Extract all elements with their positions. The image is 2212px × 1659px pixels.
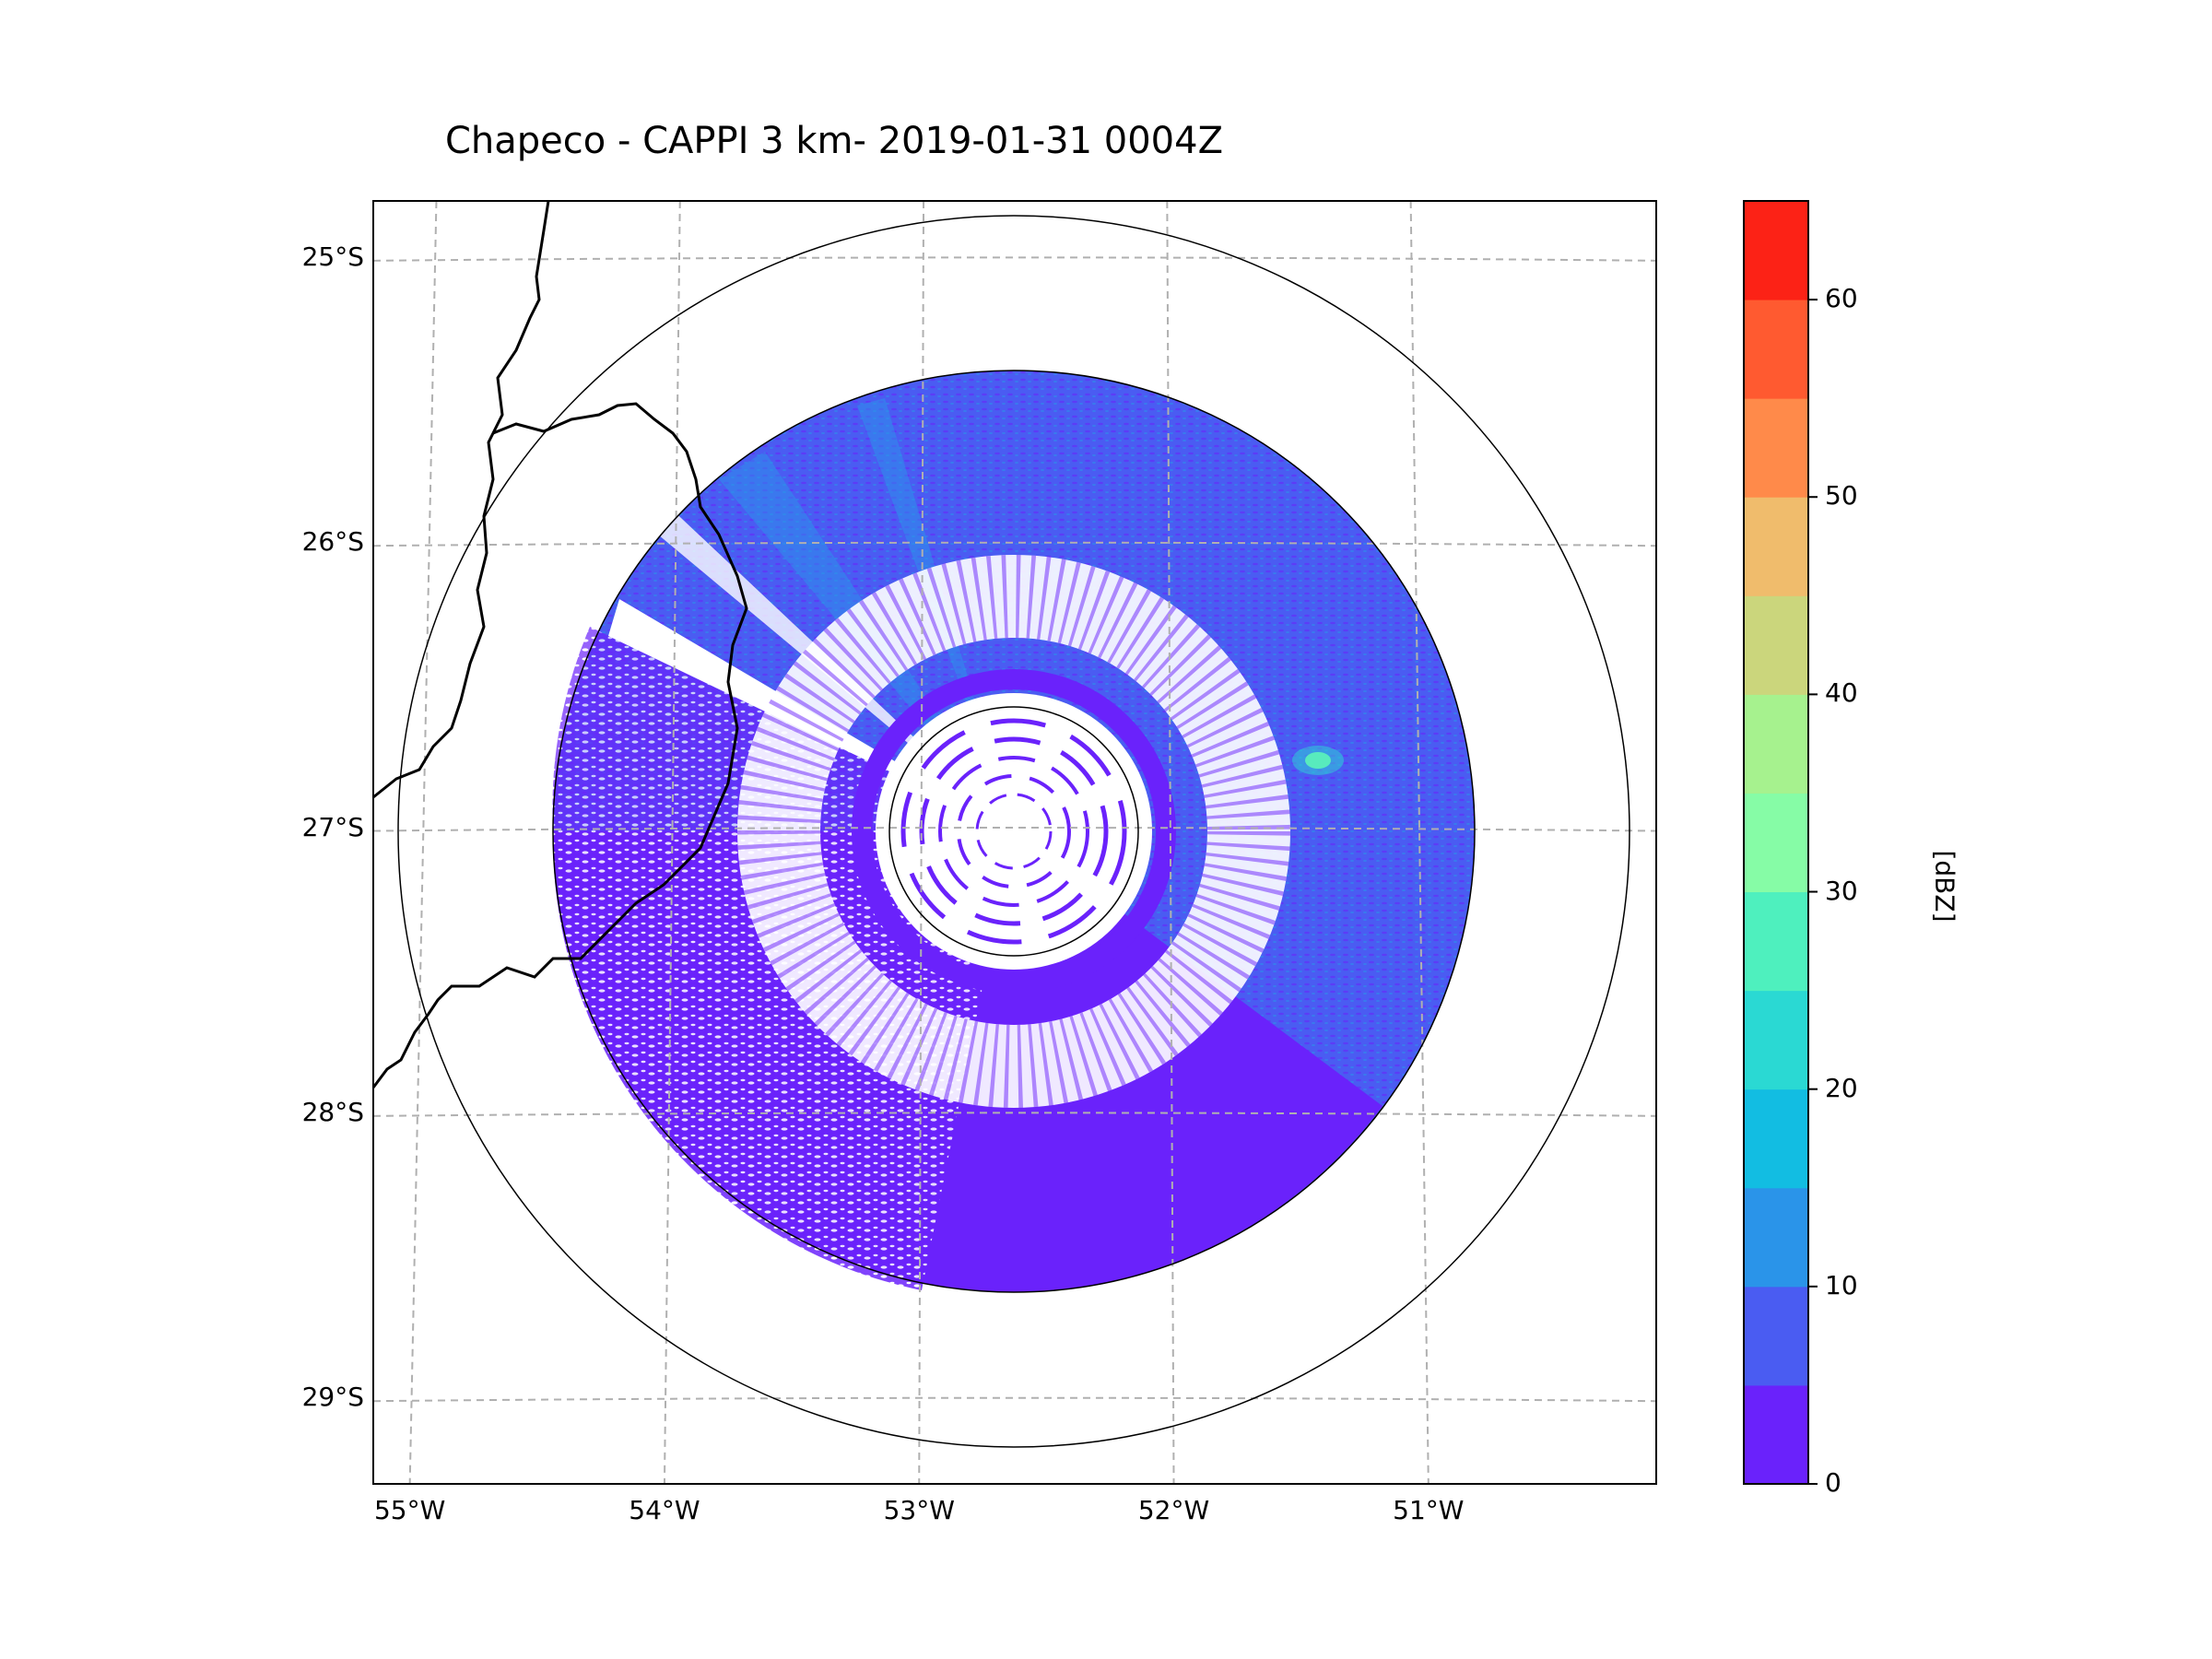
lon-tick-label: 51°W xyxy=(1393,1495,1465,1525)
colorbar-tick-label: 30 xyxy=(1825,875,1858,906)
colorbar-bin xyxy=(1744,1286,1808,1386)
colorbar-ticks xyxy=(1808,299,1818,1485)
colorbar-tick-label: 10 xyxy=(1825,1269,1858,1300)
range-rings xyxy=(397,215,1630,1448)
range-ring-200km xyxy=(552,370,1476,1293)
colorbar-label: [dBZ] xyxy=(1929,850,1960,923)
range-ring-250km xyxy=(397,215,1630,1448)
colorbar-bin xyxy=(1744,398,1808,498)
border-parana-santa-catarina xyxy=(373,402,748,1088)
colorbar-tick-label: 60 xyxy=(1825,283,1858,314)
lat-tick-label: 26°S xyxy=(301,526,364,558)
lon-tick-label: 53°W xyxy=(883,1495,955,1525)
political-borders xyxy=(373,201,748,1088)
colorbar-bin xyxy=(1744,793,1808,893)
colorbar xyxy=(1744,201,1808,1485)
lat-tick-label: 29°S xyxy=(301,1382,364,1413)
lat-tick-label: 25°S xyxy=(301,241,364,272)
chart-title: Chapeco - CAPPI 3 km- 2019-01-31 0004Z xyxy=(445,120,1223,162)
colorbar-bin xyxy=(1744,497,1808,596)
colorbar-tick-label: 20 xyxy=(1825,1072,1858,1103)
colorbar-tick-label: 40 xyxy=(1825,677,1858,709)
colorbar-bin xyxy=(1744,300,1808,399)
colorbar-bin xyxy=(1744,694,1808,794)
map-axes xyxy=(373,201,1656,1484)
colorbar-bin xyxy=(1744,990,1808,1090)
colorbar-bin xyxy=(1744,891,1808,992)
colorbar-bin xyxy=(1744,201,1808,300)
colorbar-bin xyxy=(1744,1384,1808,1485)
lat-tick-label: 28°S xyxy=(301,1096,364,1127)
lon-tick-label: 54°W xyxy=(629,1495,700,1525)
colorbar-tick-label: 0 xyxy=(1825,1467,1841,1498)
colorbar-bin xyxy=(1744,595,1808,695)
lon-tick-label: 55°W xyxy=(373,1495,446,1525)
colorbar-frame xyxy=(1743,200,1809,1485)
radar-echo-field xyxy=(552,371,1475,1292)
colorbar-tick-label: 50 xyxy=(1825,480,1858,512)
colorbar-bin xyxy=(1744,1187,1808,1288)
map-frame xyxy=(372,200,1657,1485)
ground-clutter-rings xyxy=(852,669,1176,994)
colorbar-bin xyxy=(1744,1088,1808,1189)
range-ring-100km xyxy=(888,706,1139,957)
lon-tick-label: 52°W xyxy=(1137,1495,1210,1525)
lat-tick-label: 27°S xyxy=(301,811,364,842)
border-argentina-brazil xyxy=(373,201,550,799)
